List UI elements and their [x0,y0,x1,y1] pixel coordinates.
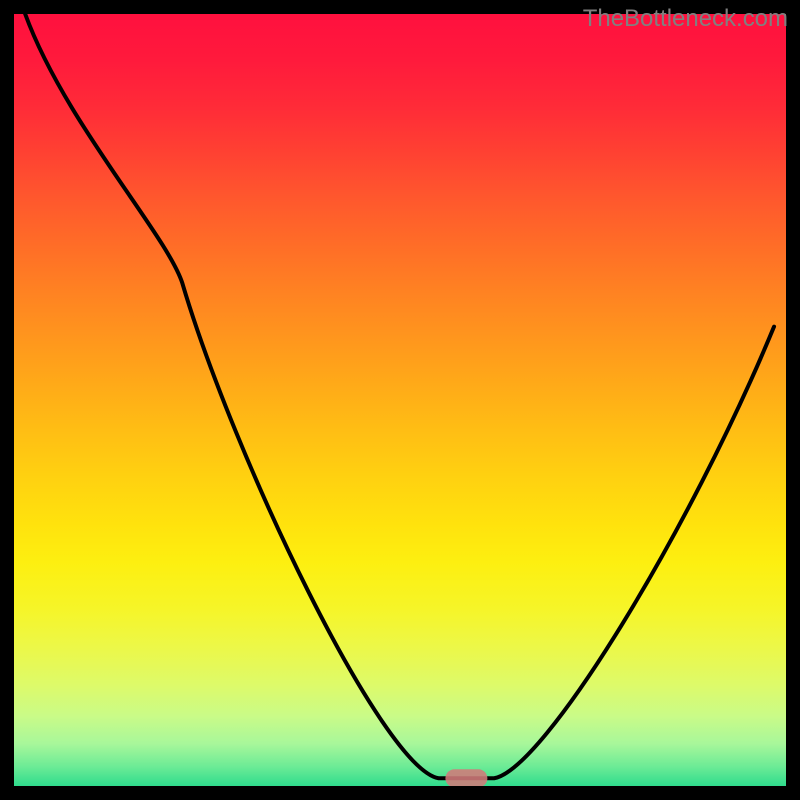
plot-background [14,14,786,786]
watermark-text: TheBottleneck.com [583,5,788,32]
chart-container: TheBottleneck.com [0,0,800,800]
optimal-marker [445,769,487,787]
bottleneck-chart: TheBottleneck.com [0,0,800,800]
